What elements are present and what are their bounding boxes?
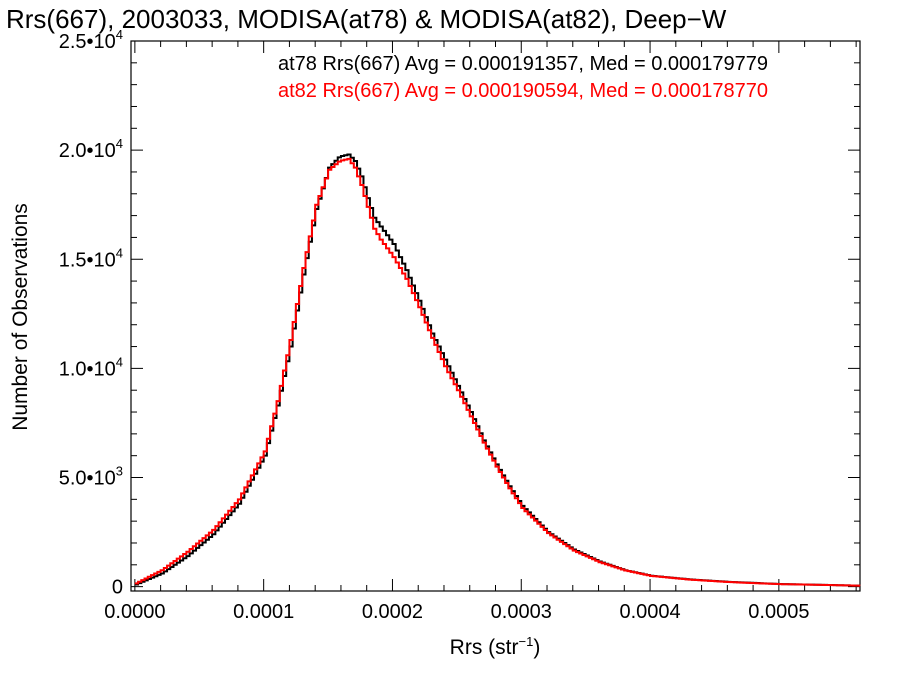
x-axis-title: Rrs (str−1) [450, 634, 541, 659]
y-tick-label: 5.0•103 [59, 464, 123, 490]
x-tick-label: 0.0004 [619, 601, 680, 623]
annotation-at82: at82 Rrs(667) Avg = 0.000190594, Med = 0… [278, 80, 768, 102]
y-tick-label: 2.0•104 [59, 136, 123, 162]
plot-frame [130, 40, 861, 592]
y-axis-title: Number of Observations [9, 203, 32, 431]
x-tick-label: 0.0000 [104, 601, 165, 623]
y-tick-label: 1.5•104 [59, 245, 123, 271]
legend: at78 Rrs(667) Avg = 0.000191357, Med = 0… [278, 53, 768, 102]
annotation-at78: at78 Rrs(667) Avg = 0.000191357, Med = 0… [278, 53, 768, 75]
x-axis-title-sup: −1 [519, 634, 534, 649]
series-line-1 [134, 157, 861, 587]
series-line-0 [134, 153, 861, 587]
x-axis-title-main: Rrs (str [450, 636, 519, 659]
x-tick-label: 0.0002 [362, 601, 423, 623]
chart-title: Rrs(667), 2003033, MODISA(at78) & MODISA… [6, 4, 727, 34]
plot-area: 0.0000 0.0001 0.0002 0.0003 0.0004 0.0005 0 5.0… [59, 27, 861, 623]
x-tick-label: 0.0003 [491, 601, 552, 623]
x-tick-label: 0.0001 [233, 601, 294, 623]
y-tick-label: 0 [112, 577, 123, 599]
x-axis-title-end: ) [533, 636, 540, 659]
y-tick-label: 2.5•104 [59, 27, 123, 53]
y-tick-label: 1.0•104 [59, 354, 123, 380]
x-tick-label: 0.0005 [748, 601, 809, 623]
